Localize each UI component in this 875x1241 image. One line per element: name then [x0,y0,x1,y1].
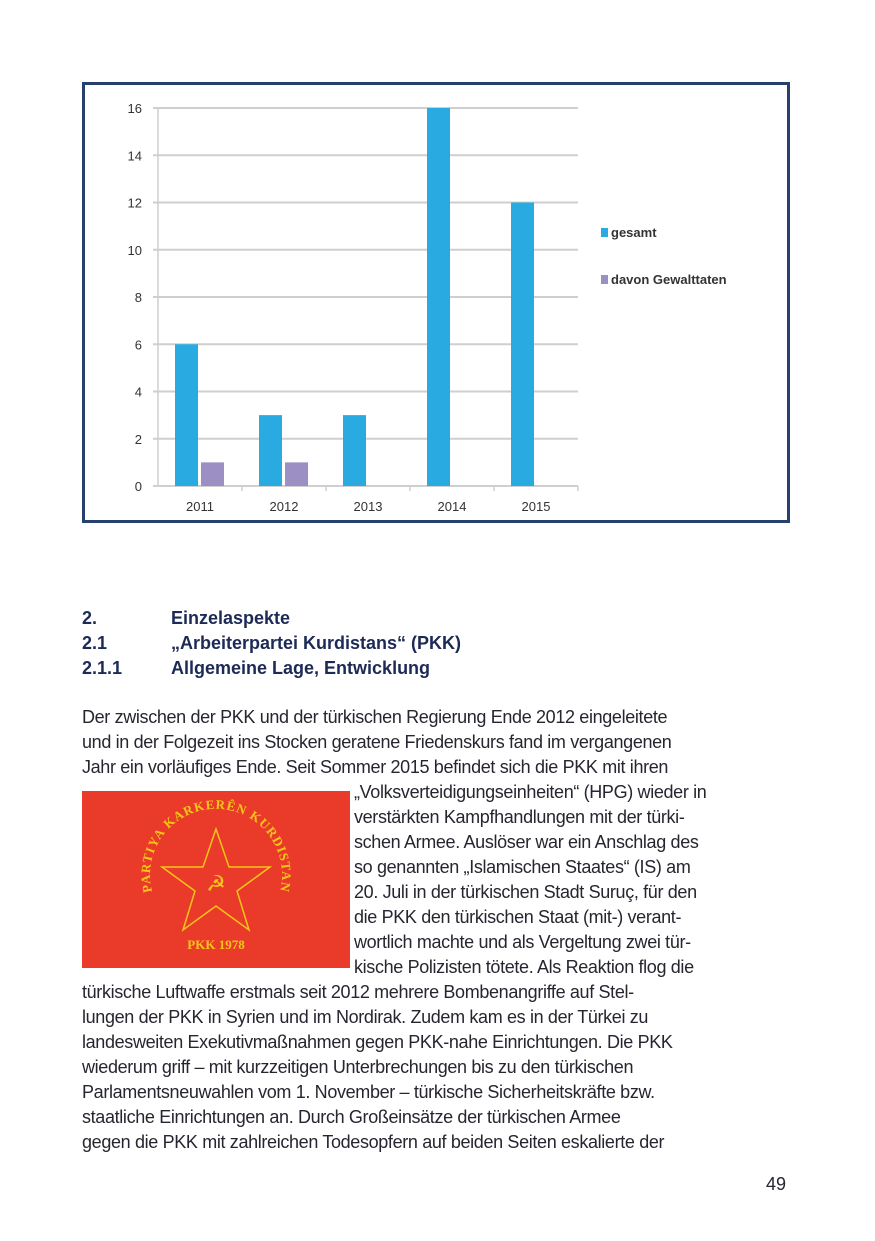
y-tick-label: 6 [135,337,142,352]
text-line: landesweiten Exekutivmaßnahmen gegen PKK… [82,1032,673,1052]
svg-text:☭: ☭ [206,872,226,897]
text-line: gegen die PKK mit zahlreichen Todesopfer… [82,1132,665,1152]
text-line: 20. Juli in der türkischen Stadt Suruç, … [354,882,697,902]
text-line: so genannten „Islamischen Staates“ (IS) … [354,857,691,877]
bar-gesamt [175,344,198,486]
pkk-emblem-icon: ☭ PARTIYA KARKERÊN KURDISTAN PKK 1978 [138,797,293,952]
heading-number: 2. [82,608,98,628]
y-tick-label: 2 [135,432,142,447]
heading-number: 2.1.1 [82,658,123,678]
x-tick-label: 2013 [354,499,383,514]
text-line: und in der Folgezeit ins Stocken geraten… [82,732,672,752]
y-tick-label: 0 [135,479,142,494]
text-line: türkische Luftwaffe erstmals seit 2012 m… [82,982,634,1002]
legend-swatch [601,275,608,284]
bar-gesamt [259,415,282,486]
chart-canvas: 0 2 4 6 8 10 12 14 16 2011 2012 2013 2014 2015 gesamt d… [128,101,727,514]
text-line: lungen der PKK in Syrien und im Nordirak… [82,1007,649,1027]
x-tick-label: 2015 [522,499,551,514]
text-line: verstärkten Kampfhandlungen mit der türk… [354,807,685,827]
heading-number: 2.1 [82,633,108,653]
bar-gesamt [511,202,534,486]
text-line: Der zwischen der PKK und der türkischen … [82,707,668,727]
page-number: 49 [766,1174,787,1194]
text-line: staatliche Einrichtungen an. Durch Große… [82,1107,621,1127]
bar-gesamt [343,415,366,486]
y-tick-label: 10 [128,243,142,258]
heading-text: Allgemeine Lage, Entwicklung [171,658,431,678]
pkk-flag-image: ☭ PARTIYA KARKERÊN KURDISTAN PKK 1978 [82,791,350,968]
x-tick-label: 2012 [270,499,299,514]
x-tick-label: 2014 [438,499,467,514]
bar-davon-gewalttaten [201,462,224,486]
y-tick-label: 4 [135,385,142,400]
legend-label: gesamt [611,225,657,240]
text-line: Jahr ein vorläufiges Ende. Seit Sommer 2… [82,757,669,777]
bar-gesamt [427,108,450,486]
y-tick-label: 12 [128,196,142,211]
text-line: kische Polizisten tötete. Als Reaktion f… [354,957,694,977]
y-tick-label: 14 [128,148,142,163]
text-line: wortlich machte und als Vergeltung zwei … [354,932,691,952]
bar-davon-gewalttaten [285,462,308,486]
text-line: Parlamentsneuwahlen vom 1. November – tü… [82,1082,655,1102]
x-tick-label: 2011 [186,499,214,514]
svg-text:PKK 1978: PKK 1978 [187,937,245,952]
text-line: wiederum griff – mit kurzzeitigen Unterb… [82,1057,634,1077]
y-tick-label: 8 [135,290,142,305]
heading-text: Einzelaspekte [171,608,291,628]
text-line: „Volksverteidigungseinheiten“ (HPG) wied… [354,782,707,802]
legend-label: davon Gewalttaten [611,272,727,287]
legend-swatch [601,228,608,237]
y-tick-label: 16 [128,101,142,116]
bar-chart: 0 2 4 6 8 10 12 14 16 2011 2012 2013 2014 2015 gesamt d… [82,82,790,523]
heading-text: „Arbeiterpartei Kurdistans“ (PKK) [171,633,462,653]
text-line: schen Armee. Auslöser war ein Anschlag d… [354,832,699,852]
text-line: die PKK den türkischen Staat (mit-) vera… [354,907,682,927]
